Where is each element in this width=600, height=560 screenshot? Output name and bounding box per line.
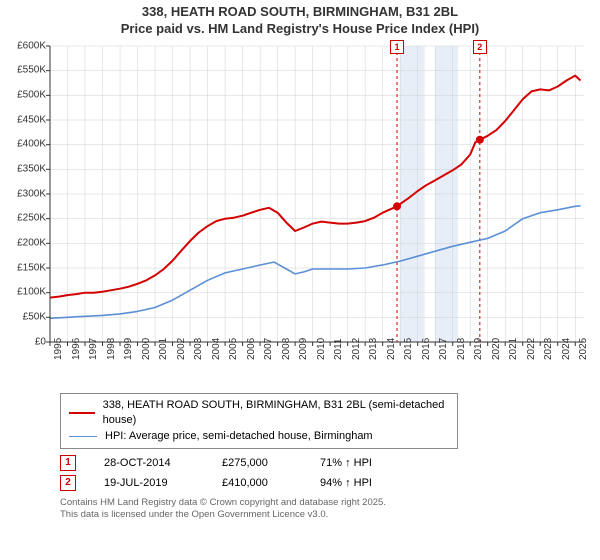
y-axis-tick-label: £550K (8, 65, 46, 76)
x-axis-tick-label: 2007 (263, 338, 274, 360)
event-marker: 2 (473, 40, 487, 54)
y-axis-tick-label: £500K (8, 90, 46, 101)
y-axis-tick-label: £450K (8, 114, 46, 125)
x-axis-tick-label: 2003 (193, 338, 204, 360)
x-axis-tick-label: 2005 (228, 338, 239, 360)
legend: 338, HEATH ROAD SOUTH, BIRMINGHAM, B31 2… (60, 393, 458, 449)
x-axis-tick-label: 2001 (158, 338, 169, 360)
sale-hpi-delta: 94% ↑ HPI (320, 477, 400, 489)
x-axis-tick-label: 2024 (561, 338, 572, 360)
sale-marker-box: 1 (60, 455, 76, 471)
x-axis-tick-label: 2018 (456, 338, 467, 360)
x-axis-tick-label: 1996 (71, 338, 82, 360)
x-axis-tick-label: 1999 (123, 338, 134, 360)
sale-price: £275,000 (222, 457, 292, 469)
y-axis-tick-label: £400K (8, 139, 46, 150)
x-axis-tick-label: 2015 (403, 338, 414, 360)
title-line-1: 338, HEATH ROAD SOUTH, BIRMINGHAM, B31 2… (0, 4, 600, 21)
legend-swatch (69, 412, 95, 414)
x-axis-tick-label: 2023 (543, 338, 554, 360)
x-axis-tick-label: 2006 (246, 338, 257, 360)
title-line-2: Price paid vs. HM Land Registry's House … (0, 21, 600, 38)
x-axis-tick-label: 2008 (281, 338, 292, 360)
y-axis-tick-label: £200K (8, 238, 46, 249)
x-axis-tick-label: 2021 (508, 338, 519, 360)
x-axis-tick-label: 2025 (578, 338, 589, 360)
sale-event-row: 1 28-OCT-2014 £275,000 71% ↑ HPI (60, 455, 588, 471)
event-marker: 1 (390, 40, 404, 54)
x-axis-tick-label: 2016 (421, 338, 432, 360)
x-axis-tick-label: 2009 (298, 338, 309, 360)
y-axis-tick-label: £600K (8, 40, 46, 51)
legend-label: 338, HEATH ROAD SOUTH, BIRMINGHAM, B31 2… (103, 398, 449, 429)
y-axis-tick-label: £100K (8, 287, 46, 298)
legend-item: HPI: Average price, semi-detached house,… (69, 429, 449, 444)
y-axis-tick-label: £250K (8, 213, 46, 224)
x-axis-tick-label: 2011 (333, 338, 344, 360)
chart-area: £0 £50K £100K £150K £200K £250K £300K £350K £400… (8, 42, 592, 387)
y-axis-tick-label: £300K (8, 188, 46, 199)
sale-hpi-delta: 71% ↑ HPI (320, 457, 400, 469)
x-axis-tick-label: 2019 (473, 338, 484, 360)
sale-event-row: 2 19-JUL-2019 £410,000 94% ↑ HPI (60, 475, 588, 491)
y-axis-tick-label: £350K (8, 164, 46, 175)
x-axis-tick-label: 2012 (351, 338, 362, 360)
legend-label: HPI: Average price, semi-detached house,… (105, 429, 373, 444)
sale-price: £410,000 (222, 477, 292, 489)
sale-date: 28-OCT-2014 (104, 457, 194, 469)
x-axis-tick-label: 2020 (491, 338, 502, 360)
x-axis-tick-label: 2017 (438, 338, 449, 360)
footer-line-1: Contains HM Land Registry data © Crown c… (60, 497, 588, 509)
sale-marker-box: 2 (60, 475, 76, 491)
sale-date: 19-JUL-2019 (104, 477, 194, 489)
line-chart-svg (8, 42, 588, 382)
y-axis-tick-label: £50K (8, 312, 46, 323)
x-axis-tick-label: 2013 (368, 338, 379, 360)
legend-item: 338, HEATH ROAD SOUTH, BIRMINGHAM, B31 2… (69, 398, 449, 429)
x-axis-tick-label: 1998 (106, 338, 117, 360)
x-axis-tick-label: 2004 (211, 338, 222, 360)
sale-events: 1 28-OCT-2014 £275,000 71% ↑ HPI 2 19-JU… (60, 455, 588, 491)
chart-title-block: 338, HEATH ROAD SOUTH, BIRMINGHAM, B31 2… (0, 0, 600, 38)
x-axis-tick-label: 2000 (141, 338, 152, 360)
x-axis-tick-label: 1995 (53, 338, 64, 360)
legend-swatch (69, 436, 97, 437)
footer-attribution: Contains HM Land Registry data © Crown c… (60, 497, 588, 522)
x-axis-tick-label: 2010 (316, 338, 327, 360)
x-axis-tick-label: 2022 (526, 338, 537, 360)
x-axis-tick-label: 1997 (88, 338, 99, 360)
y-axis-tick-label: £0 (8, 336, 46, 347)
y-axis-tick-label: £150K (8, 262, 46, 273)
x-axis-tick-label: 2014 (386, 338, 397, 360)
footer-line-2: This data is licensed under the Open Gov… (60, 509, 588, 521)
x-axis-tick-label: 2002 (176, 338, 187, 360)
